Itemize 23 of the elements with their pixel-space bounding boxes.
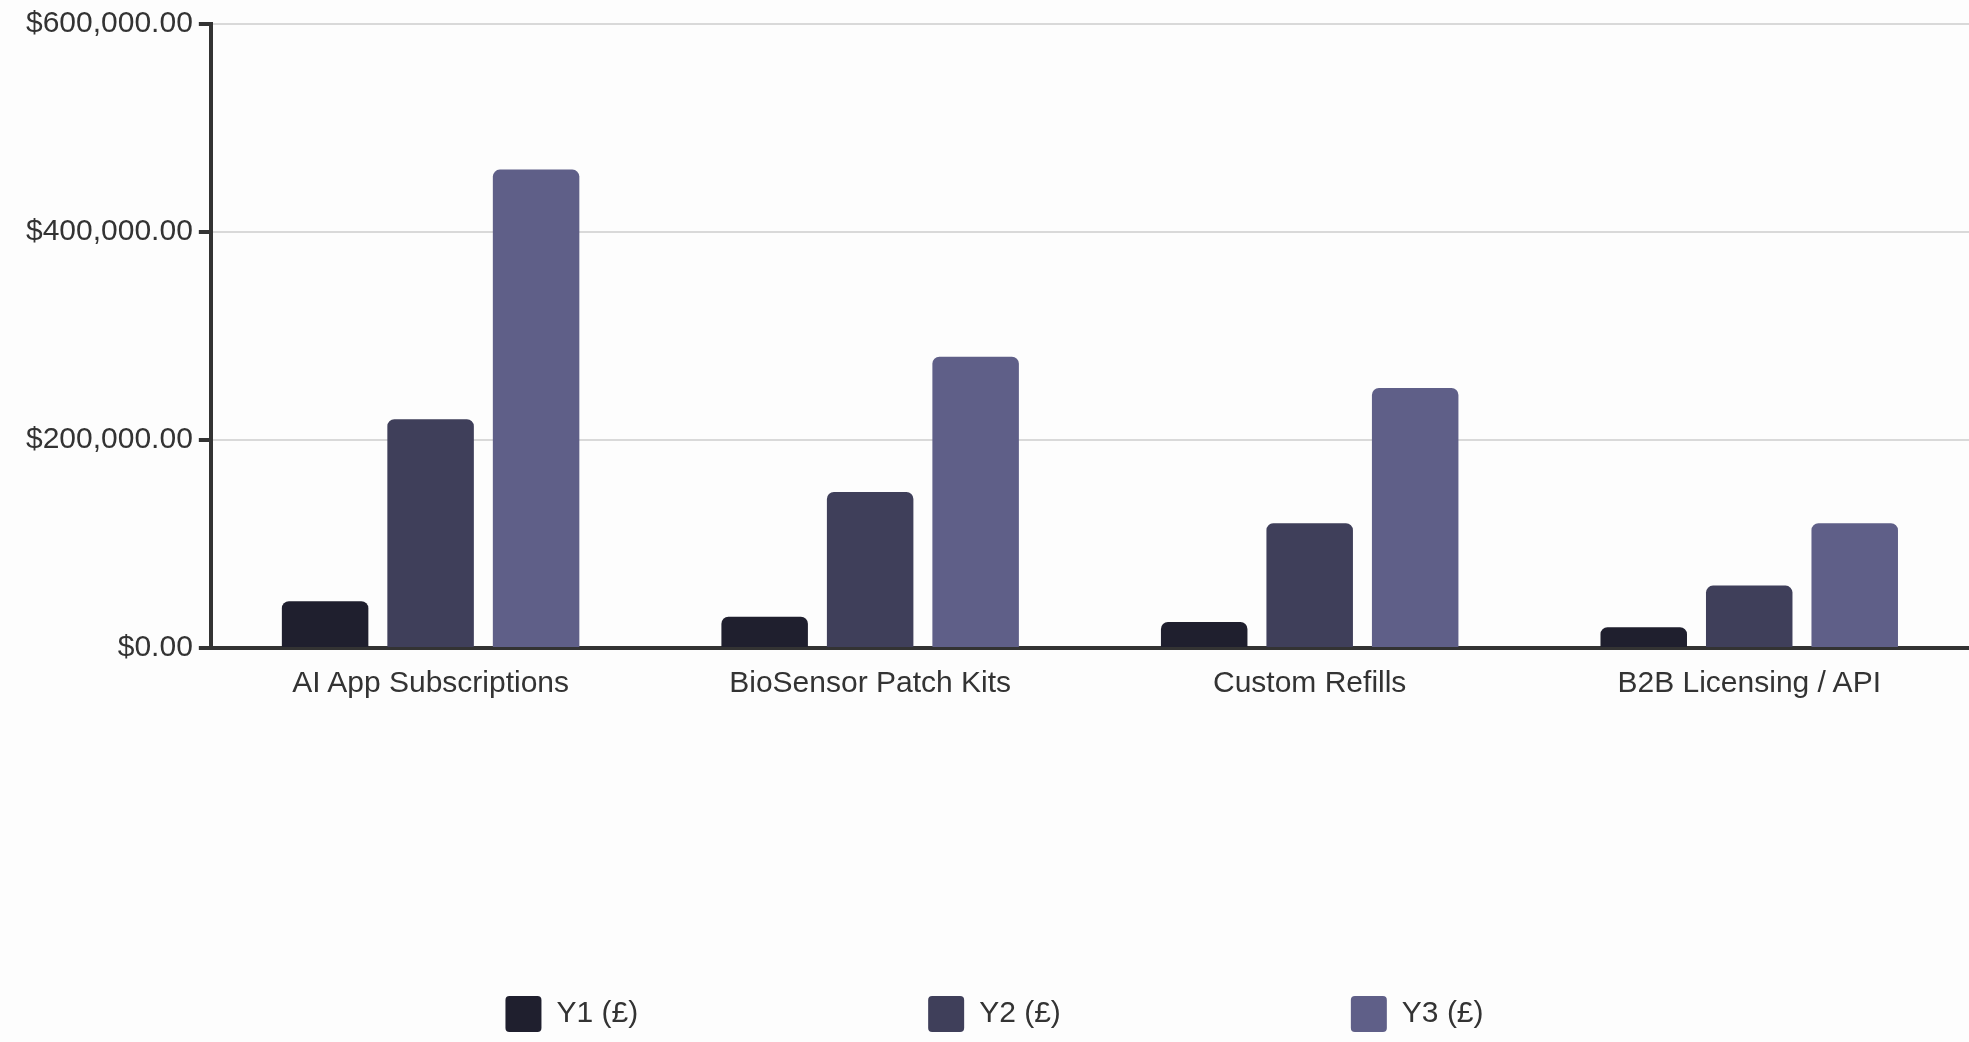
- y-tick-label: $600,000.00: [25, 5, 193, 39]
- bar: [387, 419, 474, 647]
- y-tick-label: $200,000.00: [25, 421, 193, 455]
- bar: [1600, 627, 1687, 647]
- legend-label: Y2 (£): [979, 995, 1061, 1029]
- bar: [1371, 388, 1459, 647]
- bar: [1705, 585, 1793, 647]
- y-tick-label: $0.00: [117, 629, 193, 663]
- x-tick-label: B2B Licensing / API: [1617, 665, 1881, 699]
- bar: [1811, 523, 1898, 647]
- bar: [721, 616, 808, 647]
- x-tick-label: Custom Refills: [1213, 665, 1407, 699]
- bar: [492, 169, 580, 647]
- x-tick-label: AI App Subscriptions: [292, 665, 570, 699]
- bar: [281, 601, 369, 647]
- bar: [826, 492, 914, 647]
- legend-label: Y3 (£): [1401, 995, 1484, 1029]
- x-tick-label: BioSensor Patch Kits: [729, 665, 1012, 699]
- bar: [932, 356, 1019, 647]
- y-tick-label: $400,000.00: [25, 213, 193, 247]
- bar: [1266, 523, 1353, 647]
- legend-label: Y1 (£): [556, 995, 639, 1029]
- bar: [1160, 622, 1248, 647]
